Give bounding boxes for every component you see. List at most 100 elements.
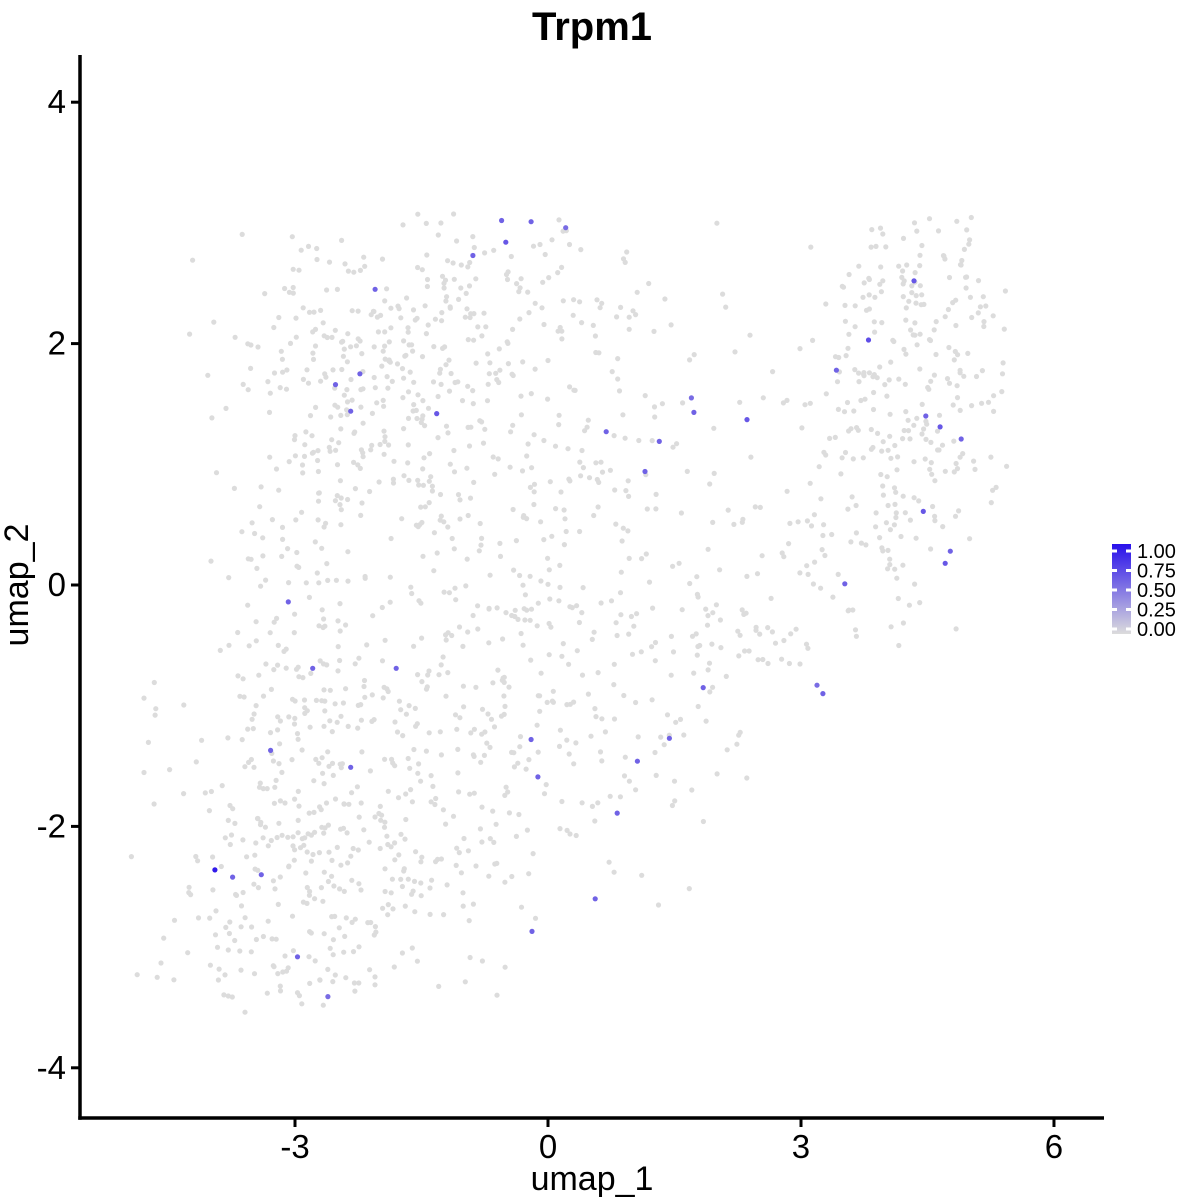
cell-point [917,283,923,289]
cell-point [380,348,386,354]
cell-point [409,945,415,951]
cell-point [465,383,471,389]
cell-point [797,570,803,576]
cell-point [431,568,437,574]
cell-point [327,718,333,724]
cell-point [277,741,283,747]
cell-point [456,850,462,856]
cell-point [338,826,344,832]
cell-point [218,863,224,870]
cell-point [341,888,347,895]
cell-point [381,403,387,409]
cell-point [517,734,524,740]
cell-point [302,442,308,448]
cell-point [330,772,336,779]
cell-point [950,300,956,306]
cell-point [482,250,488,256]
cell-point [286,459,292,465]
cell-point [315,498,322,504]
cell-point [643,551,649,557]
cell-point [232,334,238,340]
cell-point [321,723,327,729]
cell-point [714,771,720,777]
cell-point [487,836,493,842]
cell-point [608,598,615,604]
cell-point [646,280,652,287]
cell-point [931,372,938,378]
cell-point [933,319,939,325]
cell-point [823,391,829,397]
cell-point [382,298,388,304]
cell-point [461,704,467,710]
cell-point [396,698,402,704]
cell-point [451,211,457,217]
cell-point [919,401,925,407]
cell-point [649,438,655,444]
cell-point [249,924,255,930]
cell-point [300,305,306,311]
cell-point [268,837,274,844]
cell-point [357,338,363,344]
cell-point [714,220,720,226]
cell-point [321,931,327,937]
y-axis-title: umap_2 [0,524,36,647]
cell-point [518,393,524,399]
cell-point [316,580,322,586]
cell-point [588,733,594,739]
cell-point [361,683,367,690]
cell-point [334,462,341,468]
cell-point [845,506,851,512]
cell-point [901,427,907,434]
cell-point [186,884,192,890]
cell-point [681,732,687,738]
cell-point [975,310,981,316]
cell-point [313,404,319,410]
cell-point [255,885,261,891]
cell-point [842,449,849,456]
cell-point [671,778,678,784]
cell-point [917,263,923,269]
cell-point [788,631,794,637]
cell-point [454,845,460,851]
cell-point [332,402,338,408]
cell-point [885,447,891,453]
cell-point [356,814,362,820]
cell-point [574,648,580,654]
cell-point [437,370,443,376]
cell-point [869,227,875,233]
cell-point [841,409,848,415]
cell-point [520,514,526,520]
cell-point [477,520,483,527]
cell-point [874,375,880,381]
cell-point [618,569,624,575]
cell-point [486,640,492,646]
cell-point [455,379,461,385]
cell-point [820,532,826,539]
colorbar-tick [1112,588,1117,592]
cell-point [428,799,434,805]
cell-point [372,814,378,820]
cell-point [923,418,929,424]
cell-point [493,370,499,376]
cell-point [912,320,918,326]
cell-point [639,556,645,562]
cell-point [607,793,613,799]
cell-point [225,947,231,953]
cell-point [480,440,487,446]
cell-point [413,849,419,855]
cell-point [781,554,787,560]
cell-point [233,892,240,899]
cell-point [398,876,404,882]
cell-point [325,966,331,973]
cell-point [436,672,442,678]
cell-point [391,458,397,464]
cell-point [496,379,502,386]
cell-point [795,519,801,525]
cell-point [441,589,447,595]
cell-point [344,412,350,418]
cell-point [394,729,401,735]
cell-point [850,607,856,613]
cell-point [382,434,388,440]
cell-point [491,724,498,730]
cell-point [514,281,520,287]
